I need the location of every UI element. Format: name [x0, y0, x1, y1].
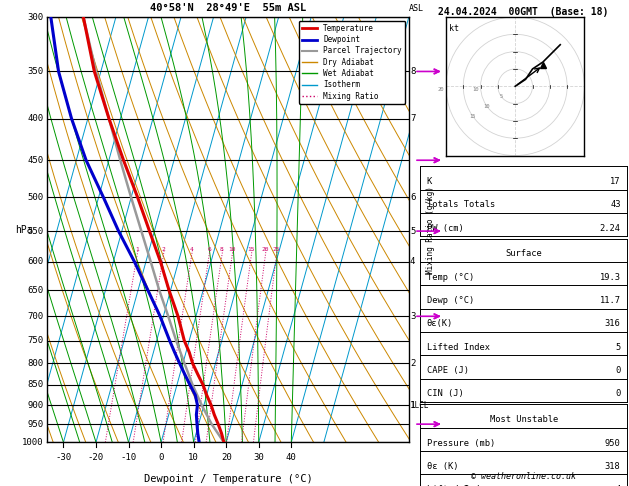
- Text: 0: 0: [615, 389, 621, 399]
- Text: 350: 350: [28, 67, 43, 76]
- Text: 4: 4: [190, 247, 193, 253]
- Text: PW (cm): PW (cm): [426, 224, 464, 233]
- Text: 20: 20: [438, 87, 444, 92]
- Text: 700: 700: [28, 312, 43, 321]
- Text: 10: 10: [472, 87, 479, 92]
- Text: 450: 450: [28, 156, 43, 165]
- Text: K: K: [426, 177, 432, 186]
- Text: 19.3: 19.3: [599, 273, 621, 282]
- Text: 318: 318: [605, 462, 621, 471]
- Text: 400: 400: [28, 114, 43, 123]
- Text: 20: 20: [221, 453, 231, 462]
- Text: 0: 0: [159, 453, 164, 462]
- Text: 316: 316: [605, 319, 621, 329]
- Text: 6: 6: [207, 247, 211, 253]
- Text: CIN (J): CIN (J): [426, 389, 464, 399]
- Text: 950: 950: [605, 438, 621, 448]
- Text: 950: 950: [28, 419, 43, 429]
- Text: 800: 800: [28, 359, 43, 368]
- Text: 3: 3: [410, 312, 415, 321]
- Text: 850: 850: [28, 381, 43, 389]
- Text: 20: 20: [262, 247, 269, 253]
- Text: -20: -20: [88, 453, 104, 462]
- Text: 10: 10: [228, 247, 236, 253]
- Text: 15: 15: [469, 114, 476, 119]
- Text: 6: 6: [410, 193, 415, 202]
- Text: 4: 4: [410, 257, 415, 266]
- Text: Surface: Surface: [505, 249, 542, 259]
- Text: 40: 40: [286, 453, 297, 462]
- Text: Totals Totals: Totals Totals: [426, 200, 495, 209]
- Text: 43: 43: [610, 200, 621, 209]
- Text: 1: 1: [135, 247, 139, 253]
- Text: 750: 750: [28, 336, 43, 345]
- Text: 10: 10: [484, 104, 490, 109]
- Text: 15: 15: [247, 247, 255, 253]
- Text: 600: 600: [28, 257, 43, 266]
- Text: 2.24: 2.24: [599, 224, 621, 233]
- Text: kt: kt: [450, 24, 459, 33]
- Text: © weatheronline.co.uk: © weatheronline.co.uk: [471, 472, 576, 481]
- Text: Mixing Ratio (g/kg): Mixing Ratio (g/kg): [426, 186, 435, 274]
- Text: θε (K): θε (K): [426, 462, 458, 471]
- Text: 5: 5: [615, 343, 621, 352]
- Text: 7: 7: [410, 114, 415, 123]
- Text: 11.7: 11.7: [599, 296, 621, 305]
- Text: 8: 8: [410, 67, 415, 76]
- Text: Lifted Index: Lifted Index: [426, 343, 490, 352]
- Text: 10: 10: [188, 453, 199, 462]
- Text: Temp (°C): Temp (°C): [426, 273, 474, 282]
- Text: 1000: 1000: [22, 438, 43, 447]
- Text: 30: 30: [253, 453, 264, 462]
- Text: 650: 650: [28, 286, 43, 295]
- Text: Dewp (°C): Dewp (°C): [426, 296, 474, 305]
- Text: 4: 4: [615, 485, 621, 486]
- Text: Dewpoint / Temperature (°C): Dewpoint / Temperature (°C): [143, 474, 313, 484]
- Text: 900: 900: [28, 400, 43, 410]
- Legend: Temperature, Dewpoint, Parcel Trajectory, Dry Adiabat, Wet Adiabat, Isotherm, Mi: Temperature, Dewpoint, Parcel Trajectory…: [299, 21, 405, 104]
- Text: 2: 2: [410, 359, 415, 368]
- Text: 1LCL: 1LCL: [410, 400, 428, 410]
- Text: 300: 300: [28, 13, 43, 21]
- Text: 24.04.2024  00GMT  (Base: 18): 24.04.2024 00GMT (Base: 18): [438, 7, 609, 17]
- Text: 500: 500: [28, 193, 43, 202]
- Text: 25: 25: [272, 247, 280, 253]
- Text: hPa: hPa: [15, 225, 33, 235]
- Text: -10: -10: [121, 453, 136, 462]
- Text: 8: 8: [220, 247, 224, 253]
- Text: 5: 5: [499, 94, 503, 99]
- Text: CAPE (J): CAPE (J): [426, 366, 469, 375]
- Text: 5: 5: [410, 226, 415, 236]
- Text: -30: -30: [55, 453, 72, 462]
- Text: 1: 1: [410, 400, 415, 410]
- Text: θε(K): θε(K): [426, 319, 453, 329]
- Text: Most Unstable: Most Unstable: [489, 415, 558, 424]
- Text: 2: 2: [162, 247, 165, 253]
- Text: Lifted Index: Lifted Index: [426, 485, 490, 486]
- Text: 40°58'N  28°49'E  55m ASL: 40°58'N 28°49'E 55m ASL: [150, 3, 306, 13]
- Text: 0: 0: [615, 366, 621, 375]
- Text: 17: 17: [610, 177, 621, 186]
- Text: 550: 550: [28, 226, 43, 236]
- Text: km
ASL: km ASL: [409, 0, 423, 13]
- Text: Pressure (mb): Pressure (mb): [426, 438, 495, 448]
